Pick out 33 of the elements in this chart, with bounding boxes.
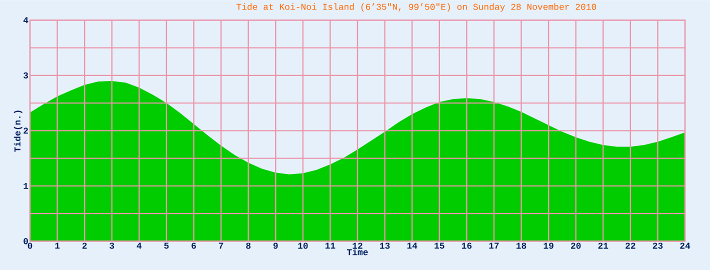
x-tick-label: 20 <box>570 242 581 249</box>
y-tick-label: 1 <box>24 182 28 189</box>
x-tick-label: 15 <box>434 242 444 249</box>
x-tick-label: 8 <box>246 242 251 249</box>
x-tick-label: 24 <box>680 242 690 249</box>
x-tick-label: 9 <box>273 242 278 249</box>
x-tick-label: 18 <box>516 242 526 249</box>
x-tick-label: 7 <box>218 242 224 249</box>
x-tick-label: 10 <box>298 242 308 249</box>
y-axis-title: Tide(n.) <box>14 110 22 152</box>
x-tick-label: 11 <box>325 242 336 249</box>
x-tick-label: 23 <box>652 242 663 249</box>
x-tick-label: 16 <box>462 242 472 249</box>
x-tick-label: 13 <box>380 242 390 249</box>
x-tick-label: 22 <box>626 242 636 249</box>
x-tick-label: 17 <box>489 242 499 249</box>
x-tick-label: 12 <box>352 242 362 249</box>
y-tick-label: 3 <box>24 72 28 78</box>
x-tick-label: 21 <box>598 242 608 249</box>
x-tick-label: 5 <box>164 242 169 249</box>
chart-title: Tide at Koi-Noi Island (6’35"N, 99’50"E) on Sunday 28 November 2010 <box>236 3 596 12</box>
x-tick-label: 0 <box>28 242 32 249</box>
y-tick-label: 2 <box>24 128 28 134</box>
y-tick-label: 0 <box>24 238 28 244</box>
x-tick-label: 1 <box>55 242 60 249</box>
x-axis-title: Time <box>347 248 368 256</box>
x-tick-label: 3 <box>110 242 114 249</box>
x-tick-label: 2 <box>82 242 87 249</box>
x-tick-label: 4 <box>136 242 142 249</box>
y-tick-label: 4 <box>23 17 28 24</box>
x-tick-label: 6 <box>192 242 196 249</box>
x-tick-label: 14 <box>407 242 418 249</box>
x-tick-label: 19 <box>544 242 554 249</box>
